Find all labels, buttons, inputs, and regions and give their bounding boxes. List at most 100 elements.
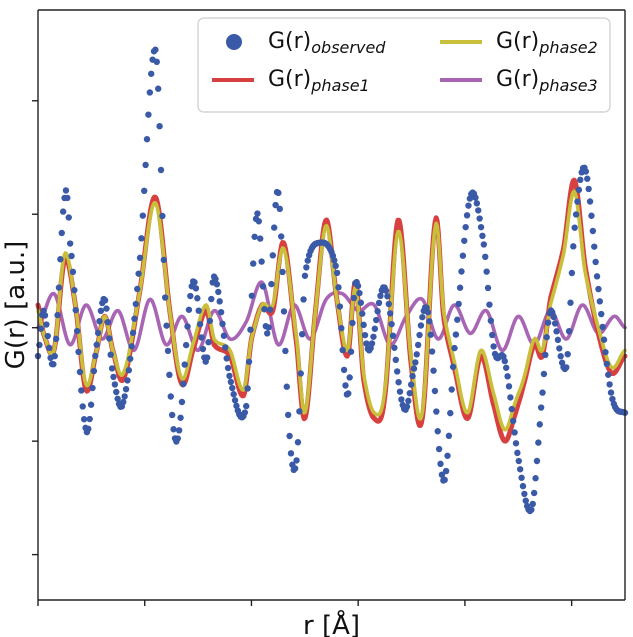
observed-point	[428, 348, 436, 355]
observed-point	[127, 355, 134, 362]
observed-point	[135, 270, 142, 277]
observed-point	[276, 205, 283, 213]
observed-point	[509, 417, 517, 425]
observed-point	[286, 432, 293, 440]
observed-point	[403, 403, 411, 410]
observed-point	[258, 258, 265, 265]
observed-point	[503, 364, 510, 371]
observed-point	[357, 299, 365, 306]
observed-point	[382, 287, 390, 294]
observed-point	[94, 329, 102, 337]
observed-point	[600, 336, 608, 343]
observed-point	[373, 316, 380, 324]
observed-point	[104, 318, 112, 326]
observed-point	[64, 194, 71, 202]
observed-point	[537, 404, 545, 411]
observed-point	[508, 405, 515, 413]
observed-point	[261, 306, 268, 313]
legend-marker	[226, 34, 242, 50]
observed-point	[407, 381, 415, 388]
observed-point	[180, 380, 187, 388]
observed-point	[361, 331, 369, 339]
observed-point	[564, 350, 571, 358]
observed-point	[226, 372, 233, 380]
observed-point	[90, 367, 98, 375]
observed-point	[167, 393, 174, 400]
observed-point	[107, 351, 114, 358]
observed-point	[212, 275, 219, 283]
observed-point	[577, 176, 584, 184]
observed-point	[184, 323, 191, 330]
observed-point	[530, 489, 538, 497]
observed-point	[196, 321, 204, 328]
observed-point	[139, 212, 147, 219]
observed-point	[598, 310, 605, 318]
observed-point	[143, 135, 151, 143]
observed-point	[131, 315, 138, 322]
observed-point	[332, 262, 339, 270]
x-axis-label: r [Å]	[303, 609, 360, 637]
observed-point	[368, 340, 376, 347]
observed-point	[516, 466, 524, 473]
observed-point	[75, 348, 82, 356]
observed-point	[473, 200, 481, 207]
observed-point	[447, 409, 454, 417]
observed-point	[462, 223, 469, 231]
observed-point	[65, 214, 72, 221]
observed-point	[389, 332, 397, 339]
observed-point	[441, 476, 448, 484]
observed-point	[451, 344, 458, 352]
observed-point	[255, 218, 263, 225]
observed-point	[476, 215, 483, 222]
observed-point	[585, 185, 592, 193]
observed-point	[120, 398, 127, 406]
observed-point	[254, 210, 261, 217]
observed-point	[304, 257, 311, 264]
legend-item-phase3: G(r)phase3	[440, 67, 598, 95]
observed-point	[396, 388, 404, 395]
observed-point	[340, 366, 348, 374]
observed-point	[68, 252, 75, 260]
observed-point	[248, 292, 256, 299]
observed-point	[335, 284, 342, 291]
observed-point	[557, 353, 564, 360]
observed-point	[153, 58, 160, 66]
observed-point	[297, 370, 304, 377]
observed-point	[223, 355, 230, 362]
observed-point	[52, 335, 60, 343]
observed-point	[532, 475, 539, 482]
observed-point	[301, 272, 309, 279]
observed-point	[54, 311, 61, 319]
observed-point	[505, 383, 513, 390]
observed-point	[427, 331, 434, 338]
observed-point	[405, 397, 412, 405]
observed-point	[554, 336, 562, 344]
observed-point	[293, 457, 300, 464]
observed-point	[206, 317, 214, 325]
observed-point	[521, 490, 528, 498]
legend-label: G(r)phase1	[268, 67, 370, 95]
observed-point	[536, 421, 543, 428]
observed-point	[241, 409, 249, 416]
observed-point	[414, 341, 422, 349]
observed-point	[448, 386, 455, 393]
observed-point	[563, 364, 570, 371]
observed-point	[363, 340, 370, 347]
observed-point	[607, 389, 615, 396]
observed-point	[44, 332, 51, 340]
observed-point	[392, 356, 399, 364]
observed-point	[359, 310, 366, 317]
observed-point	[349, 319, 356, 327]
observed-point	[50, 361, 57, 368]
observed-point	[106, 335, 113, 342]
observed-point	[142, 161, 149, 169]
observed-point	[155, 85, 162, 92]
legend: G(r)observed G(r)phase1 G(r)phase2 G(r)phas…	[197, 17, 611, 113]
observed-point	[602, 348, 609, 356]
observed-point	[217, 308, 225, 316]
observed-point	[374, 308, 381, 315]
observed-point	[89, 384, 96, 392]
observed-point	[419, 313, 426, 321]
observed-point	[433, 408, 440, 415]
observed-point	[243, 402, 250, 410]
